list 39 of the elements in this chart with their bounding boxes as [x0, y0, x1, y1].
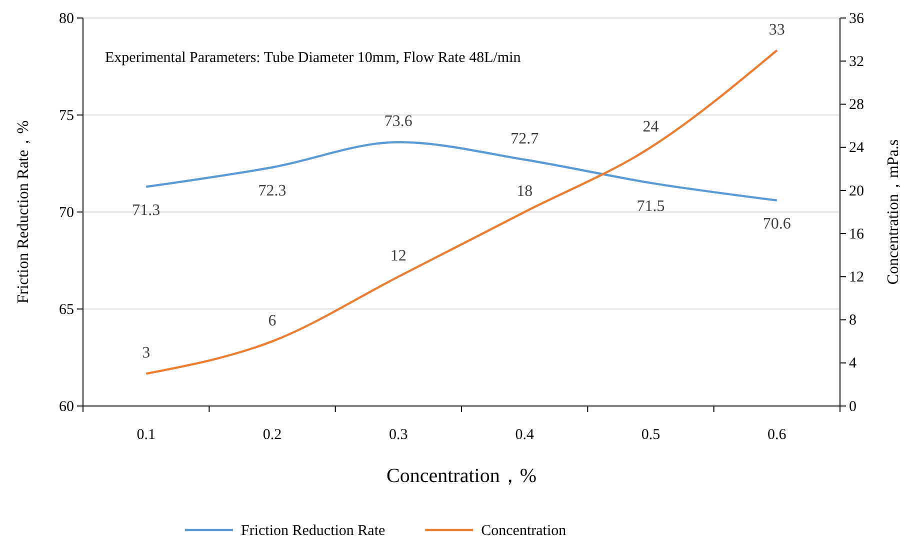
- y-tick-label: 75: [59, 108, 74, 124]
- y2-tick-label: 4: [849, 356, 857, 372]
- data-label: 24: [642, 118, 659, 136]
- x-tick-label: 0.6: [768, 427, 787, 443]
- x-tick-label: 0.5: [641, 427, 660, 443]
- data-label: 3: [142, 344, 150, 362]
- y-tick-label: 70: [59, 204, 74, 221]
- x-tick-label: 0.2: [262, 427, 282, 443]
- data-label: 12: [390, 248, 406, 265]
- y-tick-label: 65: [59, 302, 74, 318]
- legend-label: Friction Reduction Rate: [241, 523, 386, 539]
- data-label: 72.7: [510, 130, 539, 148]
- data-label: 71.3: [132, 202, 160, 219]
- x-tick-label: 0.1: [136, 427, 156, 443]
- y2-tick-label: 36: [849, 10, 864, 27]
- y2-axis-title: Concentration，mPa.s: [885, 139, 902, 285]
- data-label: 71.5: [636, 198, 665, 215]
- y-axis-title: Friction Reduction Rate，%: [15, 120, 32, 304]
- data-label: 33: [768, 21, 785, 38]
- data-label: 6: [268, 312, 276, 330]
- data-label: 72.3: [258, 182, 286, 200]
- data-label: 73.6: [384, 113, 412, 130]
- x-tick-label: 0.3: [389, 427, 408, 443]
- y2-tick-label: 20: [849, 183, 864, 200]
- y2-tick-label: 12: [849, 269, 864, 286]
- y2-tick-label: 32: [849, 54, 864, 70]
- y2-tick-label: 28: [849, 97, 864, 114]
- y-tick-label: 80: [59, 10, 74, 27]
- y2-tick-label: 16: [849, 226, 864, 242]
- y2-tick-label: 24: [849, 140, 864, 156]
- data-label: 70.6: [762, 215, 791, 232]
- y2-tick-label: 8: [849, 312, 856, 329]
- y-tick-label: 60: [59, 398, 74, 415]
- annotation: Experimental Parameters: Tube Diameter 10mm, Flow Rate 48L/min: [105, 50, 522, 66]
- data-label: 18: [516, 183, 533, 200]
- legend-label: Concentration: [481, 523, 567, 539]
- x-tick-label: 0.4: [515, 427, 534, 443]
- x-axis-title: Concentration，%: [386, 465, 536, 487]
- y2-tick-label: 0: [849, 398, 856, 415]
